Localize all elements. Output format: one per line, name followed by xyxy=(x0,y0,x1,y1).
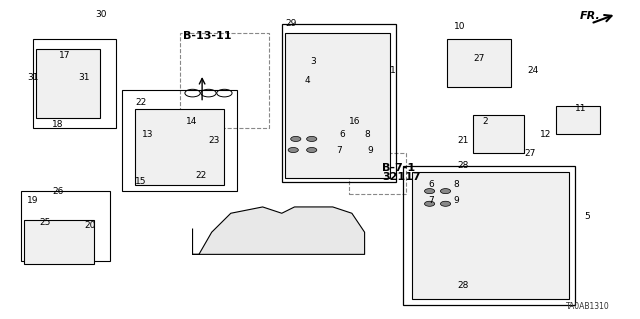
FancyBboxPatch shape xyxy=(135,109,225,185)
Text: 24: 24 xyxy=(527,66,538,76)
Text: 30: 30 xyxy=(96,10,107,19)
Circle shape xyxy=(424,189,435,194)
Text: B-7-1: B-7-1 xyxy=(383,163,415,173)
Text: 8: 8 xyxy=(365,130,371,139)
Text: 14: 14 xyxy=(186,117,198,126)
Text: 13: 13 xyxy=(141,130,153,139)
Text: 20: 20 xyxy=(84,221,95,230)
FancyBboxPatch shape xyxy=(36,49,100,118)
Circle shape xyxy=(288,147,298,152)
Circle shape xyxy=(440,189,451,194)
Bar xyxy=(403,166,575,305)
Text: 21: 21 xyxy=(457,136,468,145)
Bar xyxy=(180,33,269,128)
Text: 12: 12 xyxy=(540,130,551,139)
Text: 28: 28 xyxy=(457,281,468,291)
FancyBboxPatch shape xyxy=(24,219,94,264)
FancyBboxPatch shape xyxy=(447,39,511,87)
Text: 25: 25 xyxy=(40,218,51,227)
FancyBboxPatch shape xyxy=(285,33,390,178)
Text: 22: 22 xyxy=(135,98,147,107)
Bar xyxy=(349,153,406,194)
Circle shape xyxy=(307,147,317,152)
Text: B-13-11: B-13-11 xyxy=(183,31,232,41)
Text: FR.: FR. xyxy=(580,11,601,21)
Bar xyxy=(20,191,109,261)
Text: TA0AB1310: TA0AB1310 xyxy=(566,302,610,311)
Text: 26: 26 xyxy=(52,187,64,196)
Text: 7: 7 xyxy=(336,145,342,154)
FancyBboxPatch shape xyxy=(412,172,568,299)
Bar xyxy=(282,24,396,182)
Text: 32117: 32117 xyxy=(383,172,421,182)
Circle shape xyxy=(440,201,451,206)
Text: 29: 29 xyxy=(285,19,296,28)
Text: 2: 2 xyxy=(483,117,488,126)
Text: 9: 9 xyxy=(454,196,460,205)
Text: 23: 23 xyxy=(209,136,220,145)
Circle shape xyxy=(424,201,435,206)
Text: 31: 31 xyxy=(27,73,38,82)
Bar xyxy=(122,90,237,191)
Text: 10: 10 xyxy=(454,22,465,31)
Text: 6: 6 xyxy=(339,130,345,139)
Text: 22: 22 xyxy=(196,171,207,180)
Bar xyxy=(33,39,116,128)
Polygon shape xyxy=(193,207,365,254)
FancyBboxPatch shape xyxy=(556,106,600,134)
Text: 16: 16 xyxy=(349,117,361,126)
FancyBboxPatch shape xyxy=(473,115,524,153)
Text: 17: 17 xyxy=(59,51,70,60)
Circle shape xyxy=(291,137,301,141)
Text: 9: 9 xyxy=(368,145,374,154)
Text: 18: 18 xyxy=(52,120,64,129)
Text: 28: 28 xyxy=(457,161,468,170)
Text: 19: 19 xyxy=(27,196,38,205)
Text: 8: 8 xyxy=(454,180,460,189)
Text: 27: 27 xyxy=(524,149,535,158)
Text: 27: 27 xyxy=(473,54,484,63)
Text: 4: 4 xyxy=(304,76,310,85)
Text: 3: 3 xyxy=(310,57,316,66)
Text: 11: 11 xyxy=(575,104,586,113)
Text: 7: 7 xyxy=(428,196,434,205)
Text: 15: 15 xyxy=(135,177,147,186)
Text: 6: 6 xyxy=(428,180,434,189)
Text: 5: 5 xyxy=(584,212,590,221)
Circle shape xyxy=(307,137,317,141)
Text: 31: 31 xyxy=(78,73,90,82)
Text: 1: 1 xyxy=(390,66,396,76)
